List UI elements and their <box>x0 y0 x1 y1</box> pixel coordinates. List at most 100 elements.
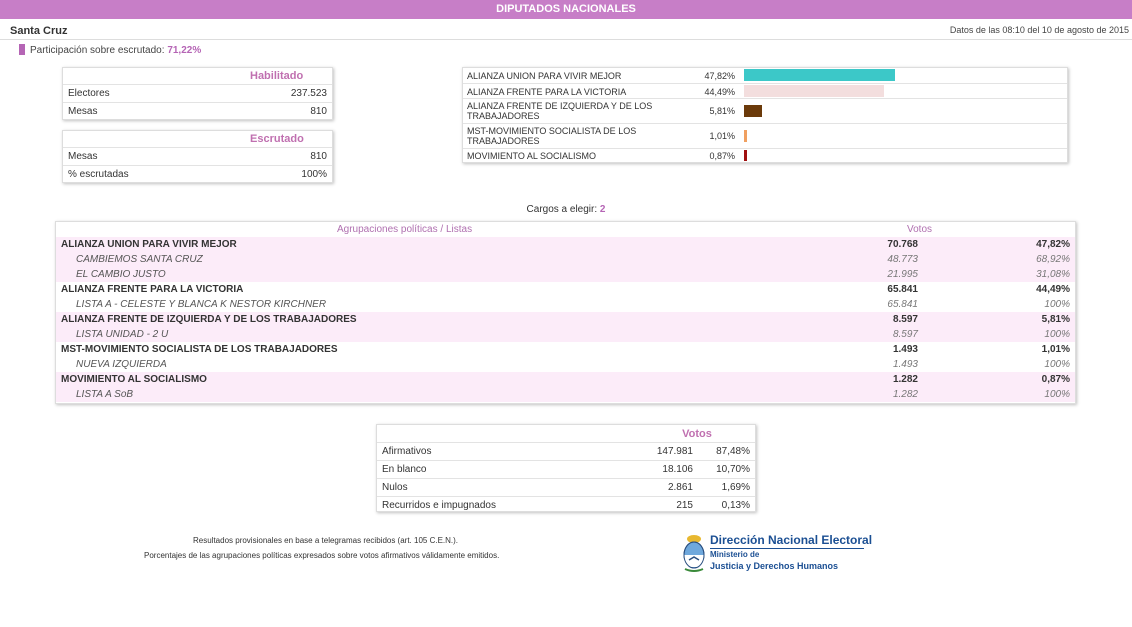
bar-party-name: ALIANZA FRENTE PARA LA VICTORIA <box>467 87 627 97</box>
list-name: LISTA UNIDAD - 2 U <box>76 329 169 340</box>
list-votes: 8.597 <box>892 329 918 340</box>
list-name: EL CAMBIO JUSTO <box>76 269 166 280</box>
bar-row: MST-MOVIMIENTO SOCIALISTA DE LOS TRABAJA… <box>463 123 1067 148</box>
escrutado-row-value: 100% <box>301 169 327 180</box>
list-votes: 48.773 <box>887 254 918 265</box>
habilitado-row-label: Electores <box>68 88 110 99</box>
list-pct: 100% <box>1044 329 1070 340</box>
party-pct: 47,82% <box>1036 239 1070 250</box>
list-row: EL CAMBIO JUSTO 21.995 31,08% <box>56 267 1075 282</box>
dne-title: Dirección Nacional Electoral <box>710 533 873 547</box>
bar-fill <box>744 69 895 81</box>
party-name: ALIANZA FRENTE PARA LA VICTORIA <box>61 284 244 295</box>
party-votes: 8.597 <box>892 314 918 325</box>
bar-row: ALIANZA FRENTE PARA LA VICTORIA 44,49% <box>463 83 1067 99</box>
votes-summary-label: Recurridos e impugnados <box>382 500 496 511</box>
party-row: MST-MOVIMIENTO SOCIALISTA DE LOS TRABAJA… <box>56 342 1075 357</box>
votes-summary-pct: 10,70% <box>716 464 750 475</box>
votes-summary-label: Nulos <box>382 482 408 493</box>
list-name: LISTA A SoB <box>76 389 134 400</box>
votes-summary-votes: 215 <box>676 500 693 511</box>
party-pct: 5,81% <box>1041 314 1070 325</box>
footer-note-2: Porcentajes de las agrupaciones política… <box>144 551 500 560</box>
divider <box>0 39 1132 40</box>
votes-summary-pct: 1,69% <box>721 482 750 493</box>
page-title-bar: DIPUTADOS NACIONALES <box>0 0 1132 19</box>
region-name: Santa Cruz <box>10 25 68 37</box>
votes-summary-votes: 147.981 <box>656 446 693 457</box>
escrutado-row-label: Mesas <box>68 151 98 162</box>
party-pct: 44,49% <box>1036 284 1070 295</box>
data-timestamp: Datos de las 08:10 del 10 de agosto de 2… <box>949 25 1129 35</box>
party-pct: 1,01% <box>1041 344 1070 355</box>
escrutado-row-label: % escrutadas <box>68 169 129 180</box>
party-row: ALIANZA FRENTE DE IZQUIERDA Y DE LOS TRA… <box>56 312 1075 327</box>
list-votes: 65.841 <box>887 299 918 310</box>
list-name: CAMBIEMOS SANTA CRUZ <box>76 254 203 265</box>
dne-underline <box>710 548 864 549</box>
votes-summary-pct: 0,13% <box>721 500 750 511</box>
results-bar-chart: ALIANZA UNION PARA VIVIR MEJOR 47,82% AL… <box>462 67 1068 163</box>
habilitado-box: Habilitado Electores 237.523 Mesas 810 <box>62 67 333 120</box>
list-votes: 1.493 <box>892 359 918 370</box>
bar-row: ALIANZA UNION PARA VIVIR MEJOR 47,82% <box>463 68 1067 83</box>
party-name: ALIANZA UNION PARA VIVIR MEJOR <box>61 239 237 250</box>
list-row: LISTA A SoB 1.282 100% <box>56 387 1075 402</box>
votes-summary-table: Votos Afirmativos 147.981 87,48% En blan… <box>376 424 756 512</box>
list-pct: 100% <box>1044 389 1070 400</box>
bar-fill <box>744 85 884 97</box>
bar-fill <box>744 130 747 142</box>
party-row: ALIANZA UNION PARA VIVIR MEJOR 70.768 47,8… <box>56 237 1075 252</box>
party-name: ALIANZA FRENTE DE IZQUIERDA Y DE LOS TRA… <box>61 314 357 325</box>
habilitado-row: Mesas 810 <box>63 102 332 120</box>
habilitado-row-value: 810 <box>310 106 327 117</box>
list-pct: 100% <box>1044 359 1070 370</box>
party-row: MOVIMIENTO AL SOCIALISMO 1.282 0,87% <box>56 372 1075 387</box>
dne-subtitle-2: Justicia y Derechos Humanos <box>710 561 839 571</box>
escrutado-row: Mesas 810 <box>63 147 332 165</box>
party-votes: 70.768 <box>887 239 918 250</box>
list-row: CAMBIEMOS SANTA CRUZ 48.773 68,92% <box>56 252 1075 267</box>
party-name: MOVIMIENTO AL SOCIALISMO <box>61 374 207 385</box>
participation-label: Participación sobre escrutado: <box>30 45 165 56</box>
cargos-a-elegir: Cargos a elegir: 2 <box>0 204 1132 215</box>
list-row: NUEVA IZQUIERDA 1.493 100% <box>56 357 1075 372</box>
dne-logo: Dirección Nacional Electoral Ministerio … <box>681 531 873 575</box>
votes-summary-row: Recurridos e impugnados 215 0,13% <box>377 496 755 514</box>
argentina-shield-icon <box>683 535 705 572</box>
votes-summary-row: Afirmativos 147.981 87,48% <box>377 442 755 460</box>
cargos-value: 2 <box>599 204 606 215</box>
party-pct: 0,87% <box>1041 374 1070 385</box>
list-pct: 68,92% <box>1036 254 1070 265</box>
party-votes: 1.493 <box>892 344 918 355</box>
bar-row: ALIANZA FRENTE DE IZQUIERDA Y DE LOS TRA… <box>463 98 1067 123</box>
list-pct: 31,08% <box>1036 269 1070 280</box>
votes-summary-votes: 2.861 <box>667 482 693 493</box>
votes-summary-title: Votos <box>682 428 712 440</box>
bar-party-name: MOVIMIENTO AL SOCIALISMO <box>467 151 597 161</box>
party-name: MST-MOVIMIENTO SOCIALISTA DE LOS TRABAJA… <box>61 344 338 355</box>
escrutado-box: Escrutado Mesas 810 % escrutadas 100% <box>62 130 333 183</box>
dne-subtitle-1: Ministerio de <box>710 550 760 559</box>
party-votes: 65.841 <box>887 284 918 295</box>
bar-party-pct: 5,81% <box>709 106 735 116</box>
escrutado-title: Escrutado <box>250 133 304 145</box>
votes-summary-label: Afirmativos <box>382 446 432 457</box>
list-row: LISTA UNIDAD - 2 U 8.597 100% <box>56 327 1075 342</box>
habilitado-row-value: 237.523 <box>290 88 327 99</box>
party-votes: 1.282 <box>892 374 918 385</box>
habilitado-row: Electores 237.523 <box>63 84 332 102</box>
votes-summary-label: En blanco <box>382 464 427 475</box>
votes-summary-row: Nulos 2.861 1,69% <box>377 478 755 496</box>
votes-summary-row: En blanco 18.106 10,70% <box>377 460 755 478</box>
escrutado-row-value: 810 <box>310 151 327 162</box>
column-header-groups: Agrupaciones políticas / Listas <box>337 224 473 235</box>
bar-fill <box>744 105 762 117</box>
bar-party-name: ALIANZA FRENTE DE IZQUIERDA Y DE LOS TRA… <box>467 101 653 121</box>
party-row: ALIANZA FRENTE PARA LA VICTORIA 65.841 44,… <box>56 282 1075 297</box>
escrutado-row: % escrutadas 100% <box>63 165 332 183</box>
bar-party-name: MST-MOVIMIENTO SOCIALISTA DE LOS TRABAJA… <box>467 126 637 146</box>
list-name: LISTA A - CELESTE Y BLANCA K NESTOR KIRC… <box>76 299 327 310</box>
bar-row: MOVIMIENTO AL SOCIALISMO 0,87% <box>463 148 1067 163</box>
votes-summary-votes: 18.106 <box>662 464 693 475</box>
